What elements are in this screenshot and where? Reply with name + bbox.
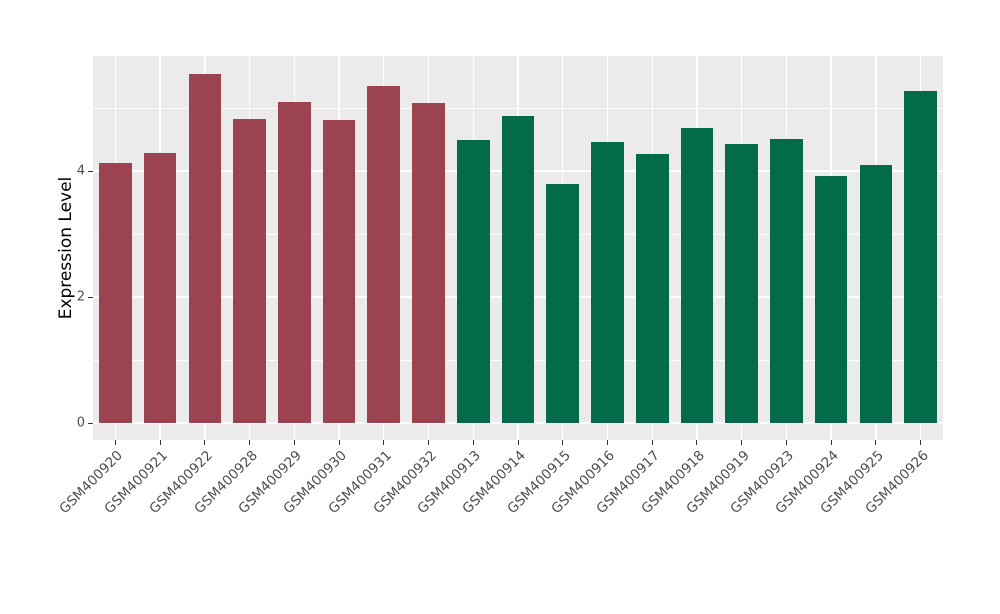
x-tick-mark xyxy=(651,440,653,445)
bar-chart-figure: 0 2 4 GSM400920 GSM400921 GSM400922 GSM400928 G… xyxy=(56,56,943,518)
y-axis-title-wrap: Expression Level xyxy=(56,56,76,440)
x-tick-mark xyxy=(741,440,743,445)
bar-GSM400923 xyxy=(770,139,803,423)
bar-GSM400922 xyxy=(188,74,222,423)
y-tick-mark xyxy=(88,296,93,298)
bar-GSM400928 xyxy=(233,118,266,423)
x-tick-mark xyxy=(830,440,832,445)
bar-GSM400924 xyxy=(814,176,848,423)
y-tick-mark xyxy=(88,422,93,424)
x-tick-mark xyxy=(606,440,608,445)
bar-GSM400917 xyxy=(635,154,669,423)
bar-GSM400916 xyxy=(591,142,624,423)
x-tick-mark xyxy=(920,440,922,445)
y-tick-label: 0 xyxy=(76,415,85,431)
x-tick-mark xyxy=(785,440,787,445)
bar-GSM400925 xyxy=(859,164,893,423)
bar-GSM400926 xyxy=(904,91,937,423)
x-tick-mark xyxy=(517,440,519,445)
x-tick-mark xyxy=(114,440,116,445)
x-tick-mark xyxy=(875,440,877,445)
bar-GSM400920 xyxy=(99,163,132,423)
x-tick-mark xyxy=(249,440,251,445)
x-tick-mark xyxy=(383,440,385,445)
plot-panel xyxy=(93,56,943,440)
bar-GSM400918 xyxy=(680,128,714,423)
bar-GSM400931 xyxy=(367,86,401,423)
bar-GSM400915 xyxy=(546,184,580,423)
y-tick-mark xyxy=(88,170,93,172)
x-tick-mark xyxy=(159,440,161,445)
bar-GSM400913 xyxy=(456,140,490,423)
bar-GSM400930 xyxy=(322,120,356,423)
x-tick-mark xyxy=(428,440,430,445)
x-tick-mark xyxy=(293,440,295,445)
chart-screenshot: { "chart_data": { "type": "bar", "title"… xyxy=(56,56,943,518)
x-tick-mark xyxy=(204,440,206,445)
y-tick-label: 4 xyxy=(76,163,85,179)
x-tick-mark xyxy=(338,440,340,445)
bar-GSM400932 xyxy=(412,102,445,423)
bar-GSM400921 xyxy=(143,152,177,423)
bar-GSM400929 xyxy=(277,101,311,423)
x-tick-mark xyxy=(562,440,564,445)
x-tick-mark xyxy=(696,440,698,445)
x-tick-mark xyxy=(472,440,474,445)
y-tick-label: 2 xyxy=(76,289,85,305)
bar-GSM400919 xyxy=(725,143,758,423)
bar-GSM400914 xyxy=(501,115,535,423)
y-axis-title: Expression Level xyxy=(56,176,76,320)
